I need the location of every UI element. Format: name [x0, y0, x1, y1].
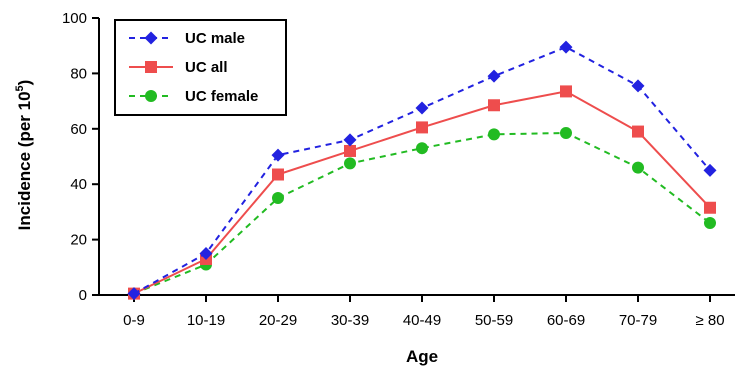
x-tick-label: 60-69	[547, 312, 585, 329]
data-point-uc-male	[631, 79, 645, 93]
legend-entry-uc-female: UC female	[129, 88, 258, 105]
data-point-uc-female	[704, 216, 716, 229]
legend-label-uc-all: UC all	[185, 59, 228, 76]
legend-marker-uc-all	[145, 61, 157, 73]
series-uc-female	[128, 126, 716, 300]
data-point-uc-male	[127, 287, 141, 301]
x-tick-label: 0-9	[123, 312, 145, 329]
y-tick-label: 60	[70, 121, 87, 138]
legend-marker-uc-female	[145, 90, 157, 102]
data-point-uc-female	[488, 128, 500, 141]
y-tick-label: 80	[70, 65, 87, 82]
data-point-uc-male	[703, 163, 717, 177]
series-uc-all	[128, 85, 716, 300]
data-point-uc-female	[632, 161, 644, 174]
data-point-uc-male	[559, 40, 573, 54]
data-point-uc-male	[415, 101, 429, 115]
x-ticks: 0-9 10-19 20-29 30-39 40-49 50-59 60-69 70-79 ≥ …	[123, 295, 725, 329]
x-tick-label: 40-49	[403, 312, 441, 329]
legend-marker-uc-male	[144, 31, 158, 45]
y-axis-title-sup: 5	[14, 85, 26, 91]
legend-label-uc-male: UC male	[185, 30, 245, 47]
axes: 0 20 40 60 80 100 0-9 10-19 20-29 30-39 40-49 50-5…	[62, 10, 735, 329]
y-ticks: 0 20 40 60 80 100	[62, 10, 99, 304]
data-point-uc-female	[416, 142, 428, 155]
data-point-uc-all	[416, 121, 428, 134]
data-point-uc-all	[704, 201, 716, 214]
data-point-uc-male	[343, 133, 357, 147]
legend-label-uc-female: UC female	[185, 88, 258, 105]
x-tick-label: 50-59	[475, 312, 513, 329]
series-uc-male	[127, 40, 717, 301]
series-layer	[127, 40, 717, 301]
y-axis-title-main: Incidence (per 10	[15, 91, 34, 230]
data-point-uc-female	[272, 192, 284, 205]
data-point-uc-all	[560, 85, 572, 98]
x-axis-title: Age	[406, 347, 438, 366]
data-point-uc-all	[488, 99, 500, 112]
data-point-uc-female	[560, 126, 572, 139]
x-tick-label: ≥ 80	[695, 312, 724, 329]
x-tick-label: 20-29	[259, 312, 297, 329]
legend-entry-uc-male: UC male	[129, 30, 245, 47]
y-tick-label: 100	[62, 10, 87, 27]
y-axis-title-close: )	[15, 80, 34, 86]
legend-entry-uc-all: UC all	[129, 59, 228, 76]
x-tick-label: 30-39	[331, 312, 369, 329]
data-point-uc-male	[271, 148, 285, 162]
data-point-uc-male	[199, 246, 213, 260]
data-point-uc-all	[344, 144, 356, 157]
x-tick-label: 10-19	[187, 312, 225, 329]
y-axis-title: Incidence (per 105)	[14, 80, 34, 231]
series-line-uc-female	[133, 131, 711, 295]
data-point-uc-male	[487, 69, 501, 83]
data-point-uc-all	[632, 125, 644, 138]
data-point-uc-female	[344, 157, 356, 170]
data-point-uc-all	[272, 168, 284, 181]
y-tick-label: 40	[70, 176, 87, 193]
y-tick-label: 0	[79, 287, 87, 304]
x-tick-label: 70-79	[619, 312, 657, 329]
y-tick-label: 20	[70, 232, 87, 249]
legend: UC male UC all UC female	[114, 19, 287, 116]
